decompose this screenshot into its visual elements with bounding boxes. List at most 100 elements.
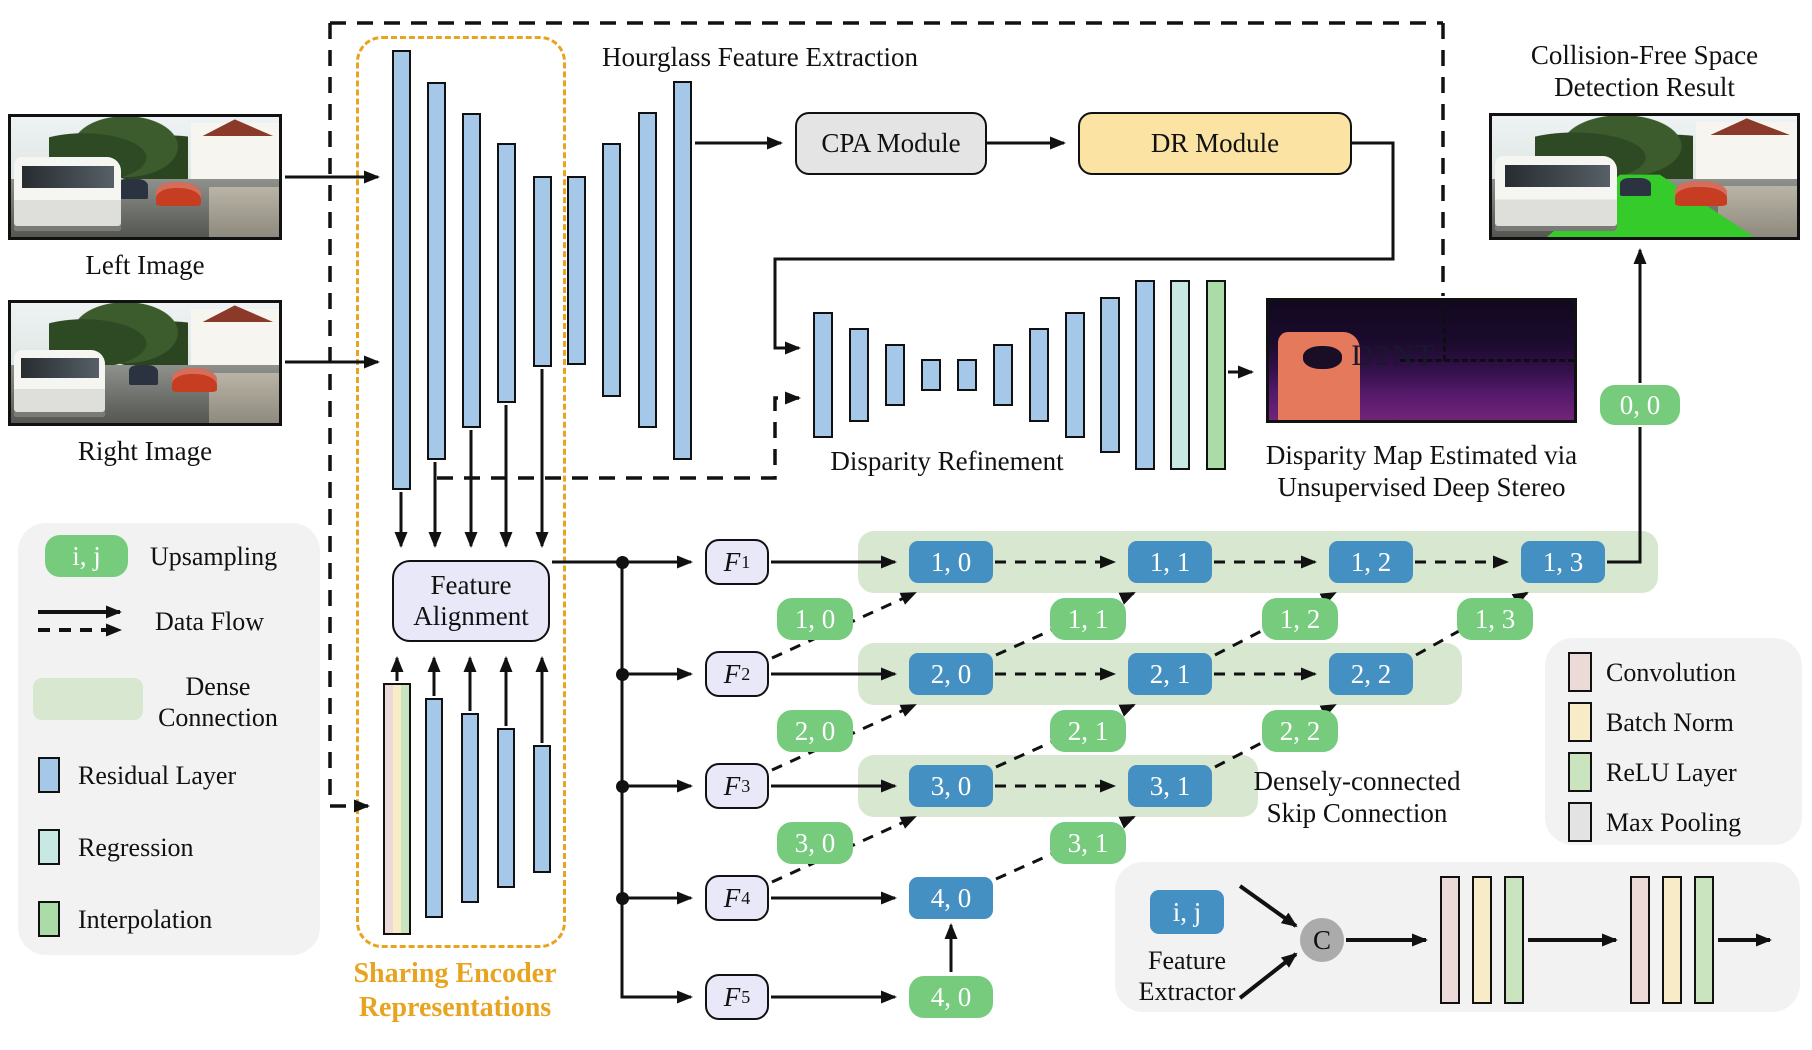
upsample-node-3-1: 3, 1 bbox=[1050, 822, 1126, 864]
interpolation-bar bbox=[1206, 280, 1226, 470]
junction-dot bbox=[616, 780, 629, 793]
legend-dense-line2: Connection bbox=[158, 703, 278, 732]
photo-dark-car bbox=[118, 179, 148, 199]
hourglass-title: Hourglass Feature Extraction bbox=[602, 42, 918, 72]
residual-bar bbox=[602, 143, 621, 397]
legend-interpolation-label: Interpolation bbox=[78, 905, 213, 934]
legend-upsampling-node: i, j bbox=[45, 535, 128, 577]
residual-bar bbox=[993, 344, 1013, 406]
result-title-line2: Detection Result bbox=[1554, 72, 1735, 102]
f-base: F bbox=[723, 658, 741, 689]
residual-bar bbox=[497, 728, 515, 888]
right-image-photo bbox=[8, 300, 282, 426]
result-title-line1: Collision-Free Space bbox=[1530, 40, 1759, 70]
photo-red-car bbox=[155, 181, 202, 206]
upsample-node-1-0: 1, 0 bbox=[777, 598, 853, 640]
grid-node-3-1: 3, 1 bbox=[1128, 765, 1212, 807]
photo-van-window bbox=[22, 165, 115, 188]
relu-bar bbox=[1694, 876, 1714, 1004]
conv-stripe bbox=[385, 685, 393, 933]
grid-node-2-2: 2, 2 bbox=[1329, 653, 1413, 695]
disparity-map-image: D2NT bbox=[1266, 298, 1577, 423]
conv-bn-relu-bar bbox=[383, 683, 411, 935]
f-sup: 5 bbox=[741, 986, 751, 1007]
junction-dot bbox=[616, 556, 629, 569]
legend-interpolation-swatch bbox=[38, 901, 60, 937]
legend-relu-swatch bbox=[1568, 752, 1592, 792]
grid-node-1-3: 1, 3 bbox=[1521, 541, 1605, 583]
grid-node-2-0: 2, 0 bbox=[909, 653, 993, 695]
upsample-node-3-0: 3, 0 bbox=[777, 822, 853, 864]
f-base: F bbox=[723, 546, 741, 577]
disparity-caption-line2: Unsupervised Deep Stereo bbox=[1277, 472, 1566, 502]
legend-regression-label: Regression bbox=[78, 833, 194, 862]
photo-dark-car bbox=[128, 365, 159, 385]
disparity-dashed-line bbox=[1400, 359, 1574, 363]
f-base: F bbox=[723, 882, 741, 913]
photo-van bbox=[13, 156, 121, 231]
disparity-refinement-label: Disparity Refinement bbox=[830, 446, 1064, 476]
photo-red-car bbox=[1675, 181, 1727, 206]
legend-relu-label: ReLU Layer bbox=[1606, 758, 1737, 787]
residual-bar bbox=[1065, 312, 1085, 438]
legend-batchnorm-label: Batch Norm bbox=[1606, 708, 1734, 737]
f-sup: 2 bbox=[741, 663, 751, 684]
legend-maxpool-label: Max Pooling bbox=[1606, 808, 1742, 837]
upsample-node-1-1: 1, 1 bbox=[1050, 598, 1126, 640]
legend-batchnorm-swatch bbox=[1568, 702, 1592, 742]
disparity-watermark: D2NT bbox=[1351, 339, 1436, 373]
photo-dark-car bbox=[1620, 177, 1651, 196]
legend-convolution-label: Convolution bbox=[1606, 658, 1737, 687]
residual-bar bbox=[885, 344, 905, 406]
bn-bar bbox=[1472, 876, 1492, 1004]
disparity-van-window bbox=[1302, 346, 1343, 369]
skip-connection-line2: Skip Connection bbox=[1266, 798, 1448, 828]
left-image-label: Left Image bbox=[85, 250, 205, 280]
left-legend-panel bbox=[18, 523, 320, 955]
residual-bar bbox=[1029, 328, 1049, 422]
sharing-encoder-line2: Representations bbox=[358, 992, 552, 1023]
upsample-node-0-0: 0, 0 bbox=[1600, 385, 1680, 425]
dashed-box-tail bbox=[1443, 301, 1446, 361]
result-photo bbox=[1489, 113, 1800, 240]
inset-caption-line2: Extractor bbox=[1138, 977, 1236, 1006]
photo-van-window bbox=[20, 357, 100, 379]
grid-node-2-1: 2, 1 bbox=[1128, 653, 1212, 695]
residual-bar bbox=[392, 50, 411, 490]
legend-convolution-swatch bbox=[1568, 652, 1592, 692]
residual-bar bbox=[849, 328, 869, 422]
residual-bar bbox=[427, 82, 446, 460]
upsample-node-1-2: 1, 2 bbox=[1262, 598, 1338, 640]
upsample-node-4-0: 4, 0 bbox=[909, 976, 993, 1018]
junction-dot bbox=[616, 892, 629, 905]
cpa-module-box: CPA Module bbox=[795, 112, 987, 175]
disparity-caption-line1: Disparity Map Estimated via bbox=[1265, 440, 1578, 470]
relu-bar bbox=[1504, 876, 1524, 1004]
conv-bar bbox=[1440, 876, 1460, 1004]
photo-van bbox=[1495, 155, 1618, 231]
upsample-node-1-3: 1, 3 bbox=[1457, 598, 1533, 640]
legend-maxpool-swatch bbox=[1568, 802, 1592, 842]
skip-connection-line1: Densely-connected bbox=[1253, 766, 1461, 796]
residual-bar bbox=[533, 176, 552, 367]
legend-dense-swatch bbox=[33, 678, 143, 720]
dr-module-box: DR Module bbox=[1078, 112, 1352, 175]
residual-bar bbox=[462, 113, 481, 428]
residual-bar bbox=[813, 312, 833, 438]
sharing-encoder-line1: Sharing Encoder bbox=[353, 958, 557, 989]
residual-bar bbox=[1100, 297, 1120, 453]
grid-node-1-2: 1, 2 bbox=[1329, 541, 1413, 583]
photo-van-window bbox=[1504, 164, 1610, 188]
residual-bar bbox=[497, 143, 516, 403]
photo-sidewalk bbox=[209, 372, 279, 423]
feature-alignment-line1: Feature bbox=[430, 569, 512, 600]
grid-node-4-0: 4, 0 bbox=[909, 877, 993, 919]
residual-bar bbox=[957, 359, 977, 391]
relu-stripe bbox=[401, 685, 409, 933]
bn-bar bbox=[1662, 876, 1682, 1004]
residual-bar bbox=[533, 745, 551, 873]
disparity-van-blob bbox=[1278, 331, 1361, 420]
right-image-label: Right Image bbox=[77, 436, 213, 466]
